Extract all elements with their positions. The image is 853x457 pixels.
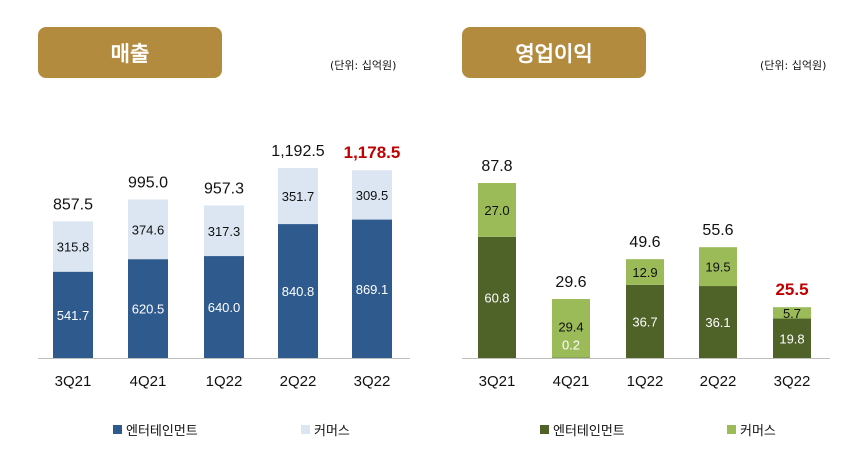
legend-label: 엔터테인먼트 [553, 424, 625, 439]
legend-swatch [113, 425, 122, 434]
data-label-entertainment: 19.8 [779, 331, 804, 346]
bar-segment-entertainment [626, 284, 664, 358]
data-label-entertainment: 620.5 [132, 302, 165, 317]
data-label-commerce: 351.7 [282, 189, 315, 204]
data-label-commerce: 29.4 [558, 320, 583, 335]
data-label-entertainment: 36.7 [632, 314, 657, 329]
revenue-unit: (단위: 십억원) [330, 59, 397, 72]
data-label-commerce: 315.8 [57, 240, 90, 255]
total-label: 857.5 [53, 196, 93, 213]
bar-segment-commerce [128, 199, 168, 260]
legend-entertainment-left: 엔터테인먼트 [113, 420, 198, 439]
data-label-entertainment: 60.8 [484, 290, 509, 305]
total-label: 29.6 [555, 274, 586, 291]
legend-swatch [301, 425, 310, 434]
total-label: 49.6 [629, 234, 660, 251]
legend-label: 커머스 [740, 424, 776, 439]
x-tick-label: 1Q22 [206, 373, 243, 390]
x-tick-label: 3Q21 [479, 373, 516, 390]
x-tick-label: 3Q21 [55, 373, 92, 390]
data-label-commerce: 317.3 [208, 224, 241, 239]
bar-segment-entertainment [352, 219, 392, 358]
x-tick-label: 4Q21 [553, 373, 590, 390]
data-label-commerce: 309.5 [356, 188, 389, 203]
total-label: 25.5 [775, 280, 808, 299]
x-tick-label: 4Q21 [130, 373, 167, 390]
legend-swatch [727, 425, 736, 434]
x-tick-label: 3Q22 [354, 373, 391, 390]
operating-profit-title: 영업이익 [462, 27, 646, 78]
total-label: 1,192.5 [271, 143, 324, 160]
bar-segment-commerce [53, 221, 93, 272]
bar-segment-commerce [278, 168, 318, 225]
data-label-commerce: 19.5 [705, 260, 730, 275]
x-tick-label: 3Q22 [774, 373, 811, 390]
operating-profit-unit: (단위: 십억원) [760, 59, 827, 72]
legend-entertainment-right: 엔터테인먼트 [540, 420, 625, 439]
bar-segment-entertainment [699, 286, 737, 358]
bar-segment-commerce [352, 170, 392, 220]
bar-segment-entertainment [478, 236, 516, 358]
bar-segment-entertainment [204, 256, 244, 358]
bar-segment-entertainment [53, 271, 93, 358]
bar-segment-commerce [773, 307, 811, 319]
data-label-commerce: 27.0 [484, 203, 509, 218]
bar-segment-entertainment [278, 224, 318, 358]
x-tick-label: 2Q22 [700, 373, 737, 390]
data-label-commerce: 374.6 [132, 222, 165, 237]
total-label: 957.3 [204, 181, 244, 198]
data-label-commerce: 5.7 [783, 306, 801, 321]
data-label-commerce: 12.9 [632, 265, 657, 280]
data-label-entertainment: 840.8 [282, 284, 315, 299]
bar-segment-commerce [478, 183, 516, 237]
total-label: 995.0 [128, 174, 168, 191]
data-label-entertainment: 36.1 [705, 315, 730, 330]
data-label-entertainment: 640.0 [208, 300, 241, 315]
legend-label: 엔터테인먼트 [126, 424, 198, 439]
data-label-entertainment: 0.2 [562, 338, 580, 353]
legend-swatch [540, 425, 549, 434]
data-label-entertainment: 869.1 [356, 282, 389, 297]
legend-commerce-right: 커머스 [727, 420, 776, 439]
x-tick-label: 2Q22 [280, 373, 317, 390]
legend-label: 커머스 [314, 424, 350, 439]
x-tick-label: 1Q22 [627, 373, 664, 390]
bar-segment-commerce [552, 299, 590, 358]
bar-segment-commerce [626, 259, 664, 285]
data-label-entertainment: 541.7 [57, 308, 90, 323]
total-label: 1,178.5 [344, 143, 401, 162]
total-label: 87.8 [481, 158, 512, 175]
total-label: 55.6 [702, 222, 733, 239]
revenue-title: 매출 [38, 27, 222, 78]
bar-segment-entertainment [773, 318, 811, 358]
legend-commerce-left: 커머스 [301, 420, 350, 439]
bar-segment-entertainment [128, 259, 168, 358]
bar-segment-commerce [699, 247, 737, 287]
bar-segment-commerce [204, 205, 244, 257]
